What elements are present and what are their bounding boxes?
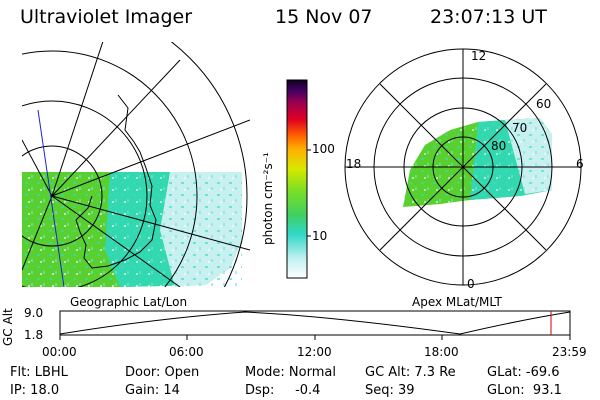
altitude-ylabel: GC Alt (1, 308, 15, 346)
status-door: Door: Open (125, 365, 200, 380)
status-seq: Seq: 39 (365, 383, 415, 398)
mlat-label-80: 80 (491, 139, 507, 153)
altitude-xtick-0600: 06:00 (169, 345, 204, 359)
header-time: 23:07:13 UT (430, 6, 547, 28)
mlat-label-60: 60 (536, 97, 552, 111)
altitude-xtick-1800: 18:00 (424, 345, 459, 359)
mlt-label-0: 0 (467, 277, 475, 291)
altitude-xtick-0000: 00:00 (42, 345, 77, 359)
altitude-ytick-1-8: 1.8 (24, 328, 44, 342)
instrument-title: Ultraviolet Imager (20, 6, 193, 28)
altitude-ytick-9: 9.0 (24, 306, 44, 320)
status-ip: IP: 18.0 (10, 383, 60, 398)
status-dsp: Dsp: -0.4 (245, 383, 321, 398)
header-date: 15 Nov 07 (275, 6, 373, 28)
colorbar (286, 79, 308, 279)
status-filter: Flt: LBHL (10, 365, 68, 380)
altitude-xtick-2359: 23:59 (552, 345, 587, 359)
left-panel-label: Geographic Lat/Lon (70, 295, 188, 309)
colorbar-tick-100: 100 (312, 142, 335, 156)
mlt-label-12: 12 (471, 49, 487, 63)
altitude-xtick-1200: 12:00 (297, 345, 332, 359)
colorbar-tick-10: 10 (312, 229, 328, 243)
altitude-curve (59, 311, 571, 335)
status-gain: Gain: 14 (125, 383, 180, 398)
colorbar-unit-label: photon cm⁻²s⁻¹ (261, 152, 275, 245)
mlt-label-18: 18 (346, 157, 362, 171)
status-glat: GLat: -69.6 (487, 365, 560, 380)
mlt-label-6: 6 (576, 157, 584, 171)
polar-plot (344, 48, 582, 286)
status-mode: Mode: Normal (245, 365, 336, 380)
right-panel-label: Apex MLat/MLT (412, 295, 502, 309)
status-glon: GLon: 93.1 (487, 383, 562, 398)
status-gc-alt: GC Alt: 7.3 Re (365, 365, 456, 380)
geographic-image (22, 42, 250, 287)
mlat-label-70: 70 (512, 121, 528, 135)
